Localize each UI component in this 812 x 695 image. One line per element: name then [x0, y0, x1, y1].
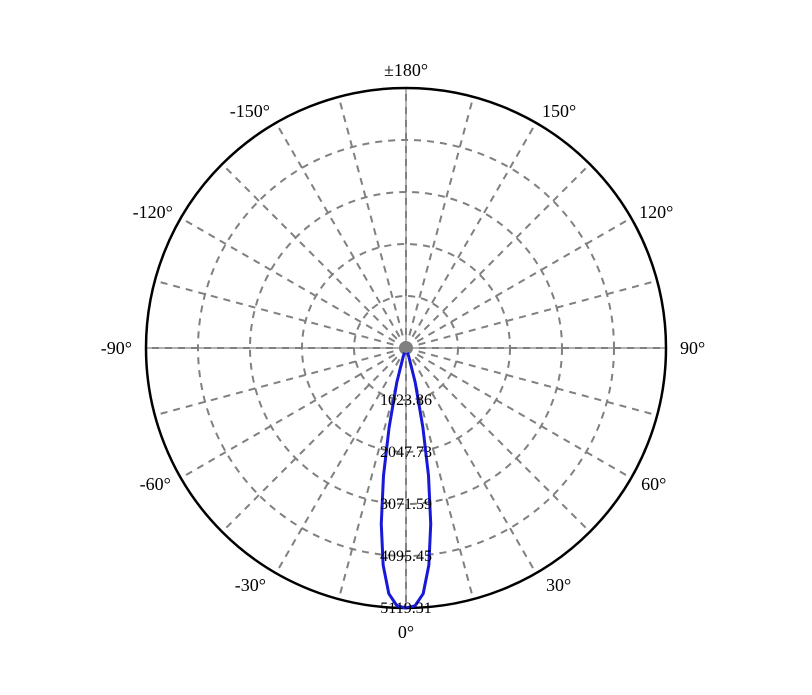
angular-gridline: [181, 348, 406, 478]
radial-label: 4095.45: [380, 548, 432, 565]
angle-label: -90°: [101, 338, 132, 358]
angular-gridline: [406, 348, 590, 532]
angle-label: ±180°: [384, 60, 428, 80]
angular-gridline: [181, 218, 406, 348]
angle-label: 150°: [542, 101, 576, 121]
angular-gridline: [155, 281, 406, 348]
angular-gridline: [222, 348, 406, 532]
radial-label: 5119.31: [380, 600, 431, 617]
angle-label: -30°: [235, 575, 266, 595]
angular-gridline: [406, 281, 657, 348]
angular-gridline: [406, 123, 536, 348]
angle-label: -120°: [133, 202, 173, 222]
angular-gridline: [276, 123, 406, 348]
angular-gridline: [406, 348, 631, 478]
angular-gridline: [155, 348, 406, 415]
angle-label: 90°: [680, 338, 705, 358]
angular-gridline: [406, 218, 631, 348]
angle-label: 120°: [639, 202, 673, 222]
angle-label: 30°: [546, 575, 571, 595]
center-dot: [401, 343, 411, 353]
radial-label: 1023.86: [380, 392, 432, 409]
angular-gridline: [406, 97, 473, 348]
angular-gridline: [406, 164, 590, 348]
angle-label: -150°: [230, 101, 270, 121]
radial-label: 2047.73: [380, 444, 432, 461]
angular-gridline: [339, 97, 406, 348]
angular-gridline: [406, 348, 657, 415]
radial-label: 3071.59: [380, 496, 432, 513]
polar-plot: 0° 30° 60° 90° 120° 150° ±180° -150° -120° -90° -6…: [0, 0, 812, 695]
angle-label: -60°: [140, 474, 171, 494]
angle-label: 0°: [398, 622, 414, 642]
angular-gridline: [222, 164, 406, 348]
angle-label: 60°: [641, 474, 666, 494]
